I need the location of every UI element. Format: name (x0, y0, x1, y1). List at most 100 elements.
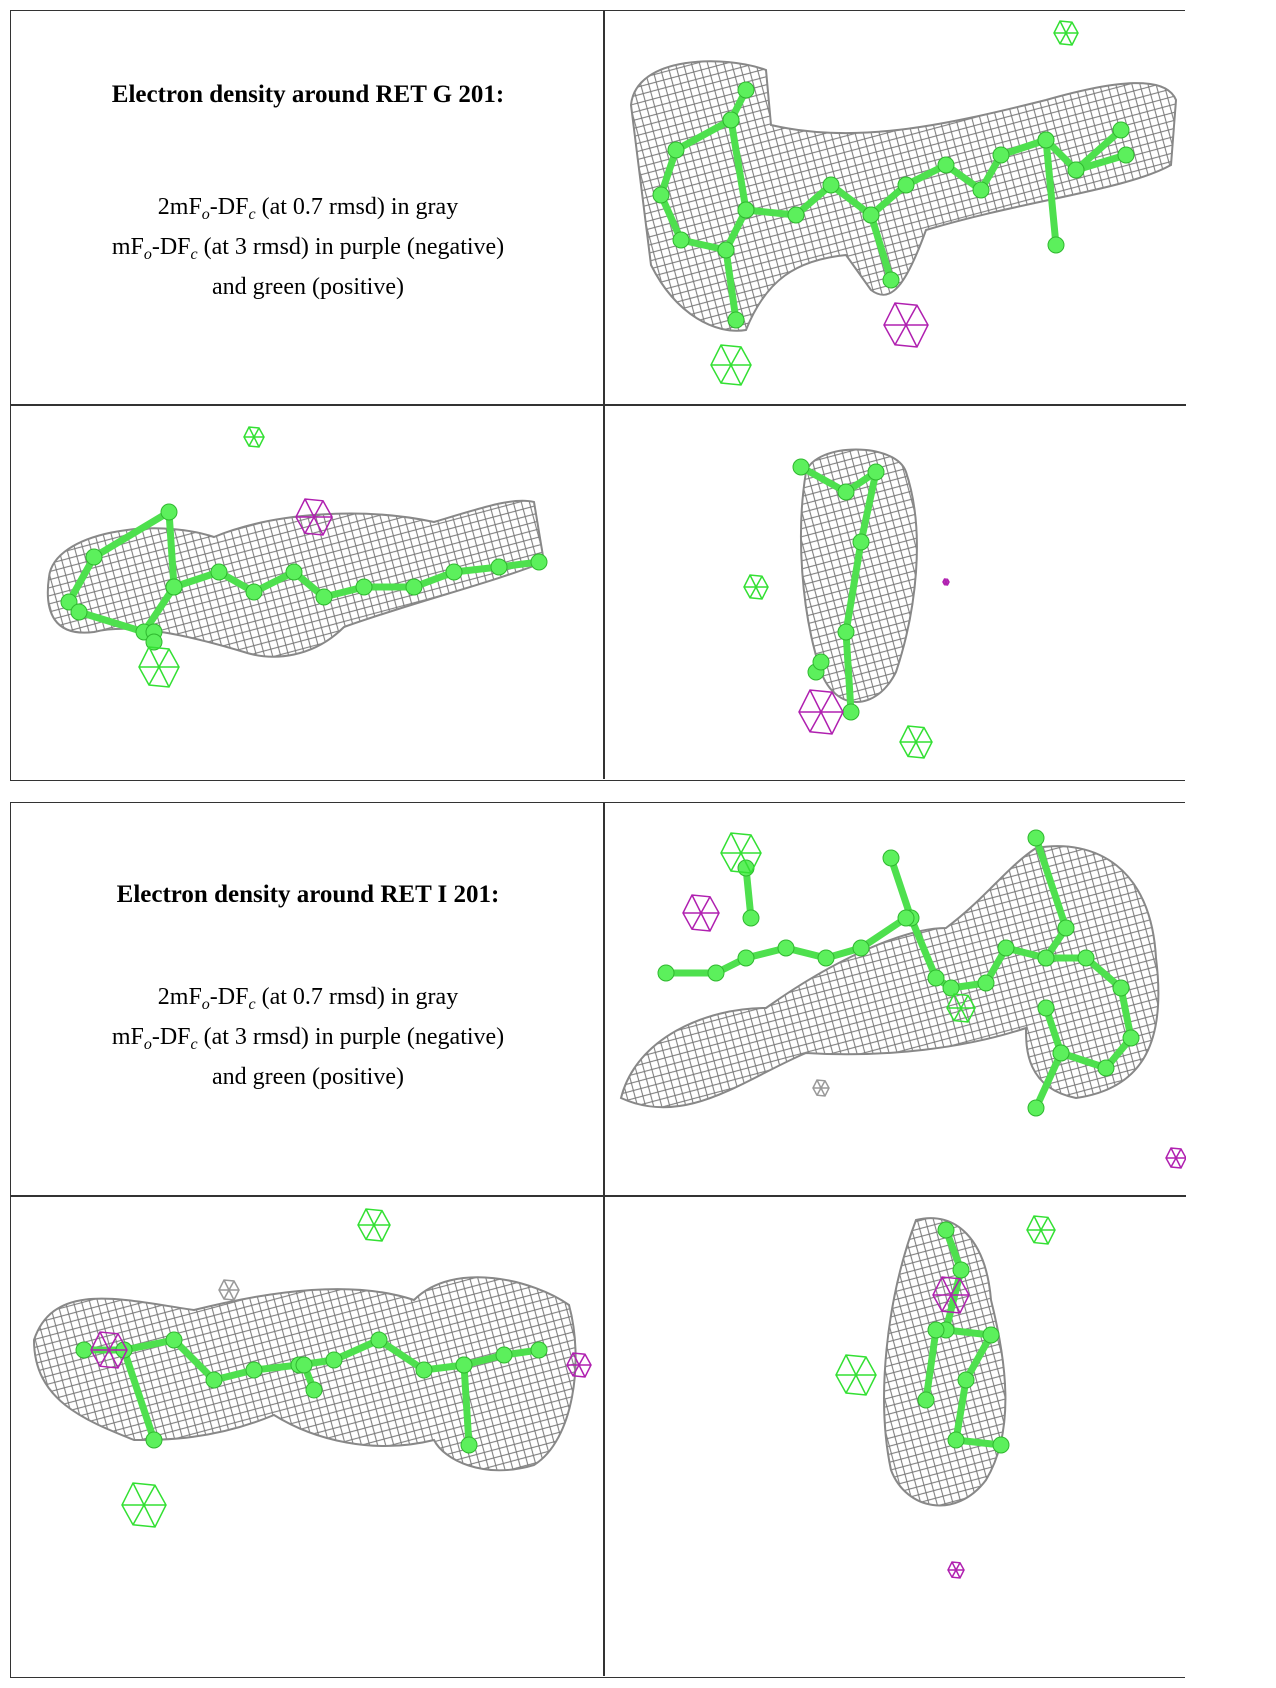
atom (491, 559, 507, 575)
text: 2mF (158, 984, 202, 1010)
atom (456, 1357, 472, 1373)
atom (531, 554, 547, 570)
difference-density (900, 726, 932, 758)
difference-density (948, 1562, 964, 1578)
atom (371, 1332, 387, 1348)
text: (at 0.7 rmsd) in gray (256, 194, 459, 220)
subscript: o (202, 206, 210, 223)
legend-line: 2mFo-DFc (at 0.7 rmsd) in gray (11, 191, 605, 231)
atom (1028, 830, 1044, 846)
density-image (14, 1200, 594, 1585)
atom (461, 1437, 477, 1453)
atom (531, 1342, 547, 1358)
text: mF (112, 1024, 144, 1050)
density-image (14, 412, 594, 797)
divider (603, 11, 605, 779)
atom (296, 1357, 312, 1373)
atom (306, 1382, 322, 1398)
atom (658, 965, 674, 981)
density-image (606, 808, 1186, 1193)
divider (11, 1195, 1186, 1197)
atom (728, 312, 744, 328)
atom (1123, 1030, 1139, 1046)
atom (838, 624, 854, 640)
text: -DF (210, 194, 249, 220)
atom (166, 1332, 182, 1348)
atom (738, 202, 754, 218)
atom (1038, 1000, 1054, 1016)
atom (1113, 122, 1129, 138)
density-mesh (631, 61, 1176, 330)
difference-density (139, 647, 179, 687)
text: and green (positive) (212, 1064, 404, 1090)
text: (at 0.7 rmsd) in gray (256, 984, 459, 1010)
atom (938, 1222, 954, 1238)
text: and green (positive) (212, 274, 404, 300)
difference-density (683, 895, 719, 931)
atom (1053, 1045, 1069, 1061)
atom (928, 1322, 944, 1338)
atom (356, 579, 372, 595)
legend-line: mFo-DFc (at 3 rmsd) in purple (negative) (11, 1021, 605, 1061)
atom (838, 484, 854, 500)
atom (718, 242, 734, 258)
atom (326, 1352, 342, 1368)
density-image (606, 15, 1186, 400)
atom (1048, 237, 1064, 253)
cell-legend: 2mFo-DFc (at 0.7 rmsd) in graymFo-DFc (a… (11, 191, 605, 304)
atom (958, 1372, 974, 1388)
atom (316, 589, 332, 605)
atom (973, 182, 989, 198)
text: (at 3 rmsd) in purple (negative) (198, 1024, 505, 1050)
atom (246, 584, 262, 600)
atom (983, 1327, 999, 1343)
density-image (606, 1200, 1186, 1585)
atom (1058, 920, 1074, 936)
atom (738, 82, 754, 98)
atom (1038, 950, 1054, 966)
subscript: c (191, 246, 198, 263)
atom (211, 564, 227, 580)
atom (406, 579, 422, 595)
atom (898, 177, 914, 193)
atom (853, 534, 869, 550)
difference-density (244, 427, 264, 447)
atom (673, 232, 689, 248)
atom (166, 579, 182, 595)
density-mesh (621, 846, 1158, 1107)
atom (928, 970, 944, 986)
atom (818, 950, 834, 966)
atom (993, 147, 1009, 163)
atom (1068, 162, 1084, 178)
atom (778, 940, 794, 956)
difference-density (711, 345, 751, 385)
bond (464, 1365, 469, 1445)
atom (286, 564, 302, 580)
divider (603, 803, 605, 1676)
subscript: c (248, 206, 255, 223)
atom (723, 112, 739, 128)
atom (953, 1262, 969, 1278)
atom (938, 157, 954, 173)
difference-density (1027, 1216, 1055, 1244)
difference-density (799, 690, 843, 734)
atom (898, 910, 914, 926)
text: -DF (152, 1024, 191, 1050)
difference-density (1166, 1148, 1186, 1168)
atom (1098, 1060, 1114, 1076)
atom (708, 965, 724, 981)
legend-line: and green (positive) (11, 1061, 605, 1094)
page: Electron density around RET G 201: 2mFo-… (0, 0, 1276, 1688)
difference-density (219, 1280, 239, 1300)
atom (1038, 132, 1054, 148)
subscript: c (191, 1036, 198, 1053)
atom (1028, 1100, 1044, 1116)
subscript: o (202, 996, 210, 1013)
atom (246, 1362, 262, 1378)
density-mesh (884, 1218, 1005, 1505)
density-image (606, 412, 1186, 797)
text: (at 3 rmsd) in purple (negative) (198, 234, 505, 260)
atom (446, 564, 462, 580)
atom (883, 272, 899, 288)
subscript: o (144, 246, 152, 263)
